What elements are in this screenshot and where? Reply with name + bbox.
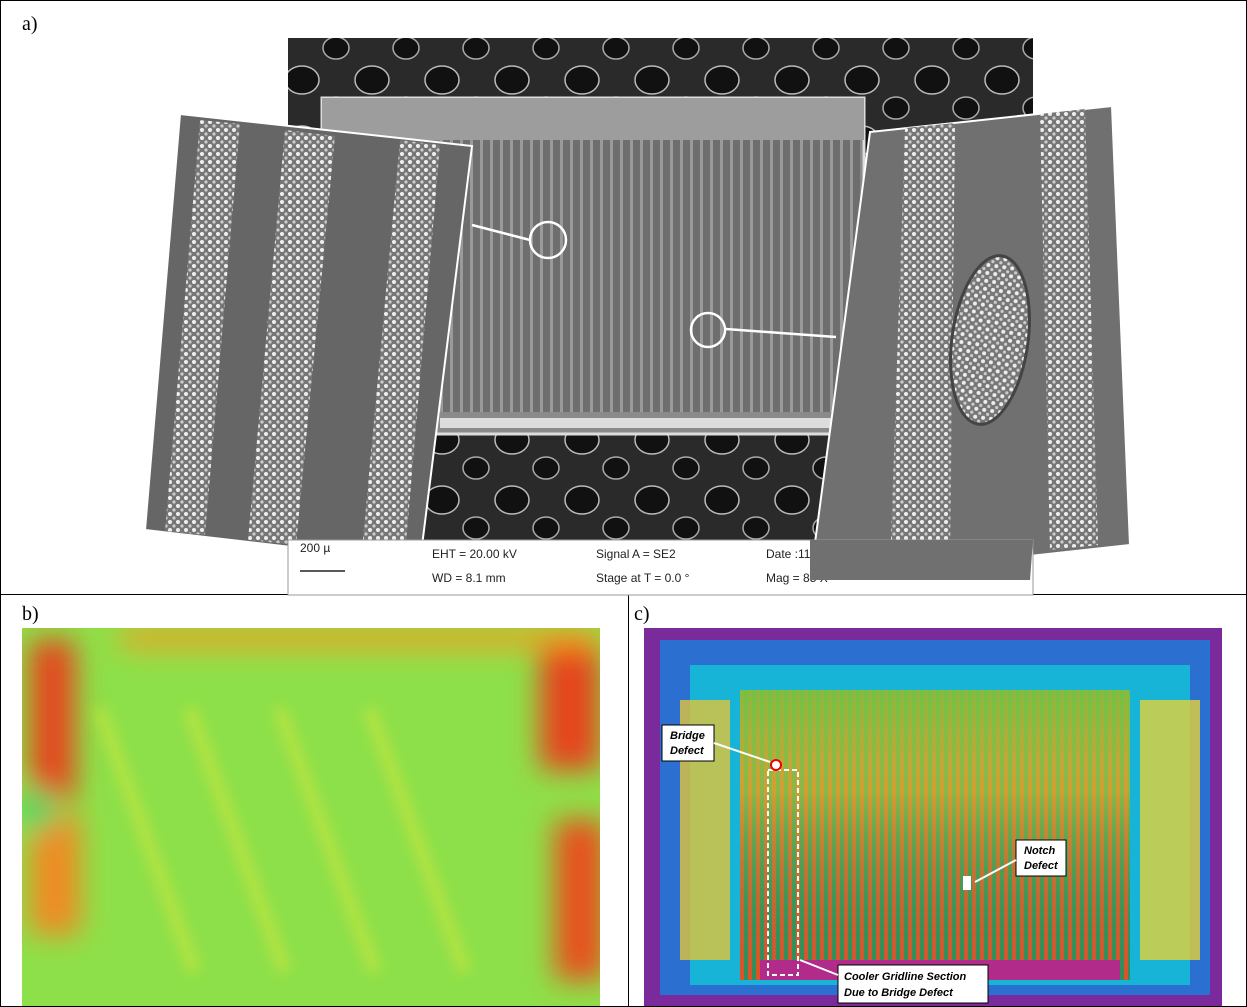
sem-info: WD = 8.1 mm [432,571,506,585]
thermal-image [644,628,1222,1006]
annotation-text: Bridge [670,730,705,742]
annotation-text: Defect [1024,860,1059,872]
panel-label: b) [22,603,39,625]
scale-text: 200 µ [300,541,330,555]
sem-info: Stage at T = 0.0 ° [596,571,690,585]
sem-info: EHT = 20.00 kV [432,547,517,561]
panel-label: a) [22,13,38,35]
annotation-text: Defect [670,745,705,757]
annotation-text: Due to Bridge Defect [844,987,954,999]
annotation-text: Notch [1024,845,1055,857]
thermal-image [22,628,605,1006]
panel-label: c) [634,603,650,625]
sem-image [145,38,1130,580]
sem-info: Signal A = SE2 [596,547,676,561]
figure: a) 200 µ EHT = 20.00 kV WD = 8.1 mm Sign… [0,0,1247,1007]
inset-overlap [810,540,1033,580]
annotation-text: Cooler Gridline Section [844,971,967,983]
